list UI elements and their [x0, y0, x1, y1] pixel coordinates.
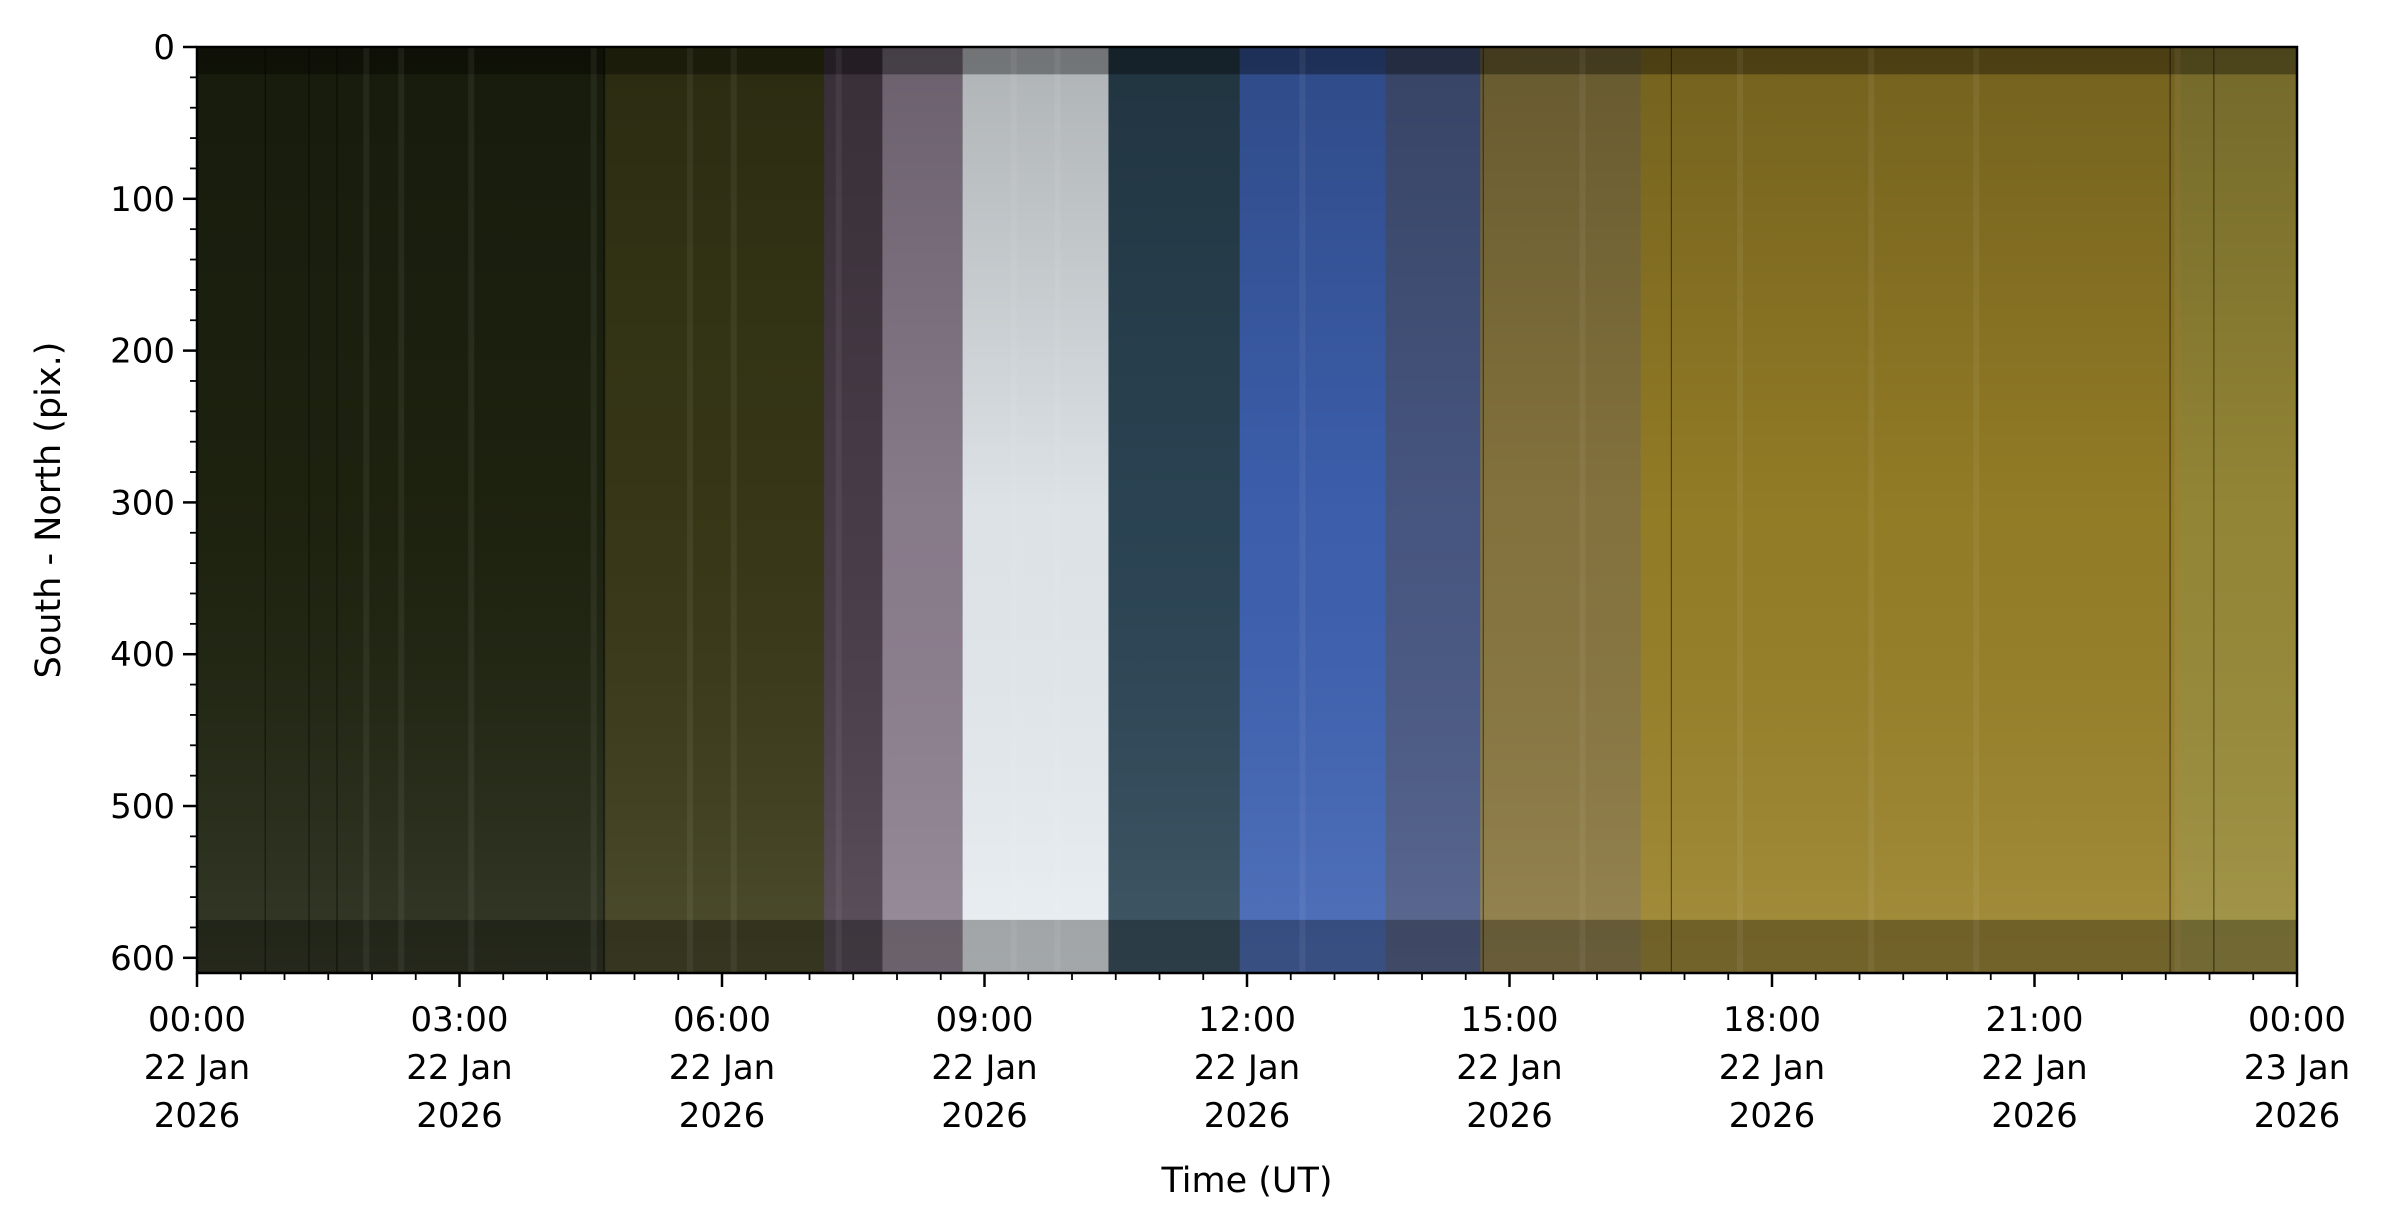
x-tick-label-6-date: 22 Jan: [1719, 1048, 1825, 1088]
y-tick-label-6: 600: [110, 939, 175, 979]
x-tick-label-4-date: 22 Jan: [1194, 1048, 1300, 1088]
y-axis: 0 100 200 300 400 500 600: [110, 28, 197, 979]
x-tick-label-5-date: 22 Jan: [1456, 1048, 1562, 1088]
x-tick-label-0-time: 00:00: [148, 1000, 246, 1040]
keogram-streak-13: [1973, 47, 1980, 973]
keogram-streak-10: [1579, 47, 1586, 973]
x-tick-label-6-year: 2026: [1729, 1096, 1816, 1136]
x-tick-label-4-year: 2026: [1204, 1096, 1291, 1136]
x-tick-label-4-time: 12:00: [1198, 1000, 1296, 1040]
keogram-streak-7: [1010, 47, 1017, 973]
y-tick-label-0: 0: [153, 28, 175, 68]
x-tick-label-2-time: 06:00: [673, 1000, 771, 1040]
x-axis-label: Time (UT): [1160, 1161, 1332, 1201]
keogram-streak-3: [590, 47, 597, 973]
x-tick-label-2-year: 2026: [679, 1096, 766, 1136]
y-tick-label-3: 300: [110, 483, 175, 523]
x-tick-label-1-date: 22 Jan: [406, 1048, 512, 1088]
keogram-top-band: [197, 47, 2297, 75]
x-tick-label-8-year: 2026: [2254, 1096, 2341, 1136]
keogram-bottom-band: [197, 919, 2297, 973]
x-tick-label-0-year: 2026: [154, 1096, 241, 1136]
x-tick-label-1-year: 2026: [416, 1096, 503, 1136]
x-tick-label-7-date: 22 Jan: [1981, 1048, 2087, 1088]
keogram-streak-12: [1868, 47, 1875, 973]
keogram-streak-9: [1299, 47, 1306, 973]
keogram-streak-1: [398, 47, 405, 973]
x-tick-label-8-time: 00:00: [2248, 1000, 2346, 1040]
x-tick-label-3-time: 09:00: [936, 1000, 1034, 1040]
x-tick-label-7-time: 21:00: [1986, 1000, 2084, 1040]
keogram-streak-14: [2174, 47, 2181, 973]
x-tick-label-0-date: 22 Jan: [144, 1048, 250, 1088]
x-tick-label-6-time: 18:00: [1723, 1000, 1821, 1040]
keogram-image: [197, 47, 2297, 973]
y-tick-label-2: 200: [110, 332, 175, 372]
x-tick-label-5-year: 2026: [1466, 1096, 1553, 1136]
x-axis: 00:00 22 Jan 2026 03:00 22 Jan 2026 06:00 22 Ja…: [144, 973, 2350, 1136]
x-tick-label-3-year: 2026: [941, 1096, 1028, 1136]
x-tick-label-5-time: 15:00: [1461, 1000, 1559, 1040]
y-axis-label: South - North (pix.): [29, 342, 69, 679]
keogram-streak-6: [835, 47, 842, 973]
keogram-streak-11: [1737, 47, 1743, 973]
y-tick-label-1: 100: [110, 180, 175, 220]
keogram-streak-5: [730, 47, 737, 973]
keogram-streak-4: [687, 47, 693, 973]
keogram-streak-2: [468, 47, 475, 973]
keogram-shading: [197, 47, 2297, 973]
y-tick-label-5: 500: [110, 787, 175, 827]
x-tick-label-3-date: 22 Jan: [931, 1048, 1037, 1088]
x-tick-label-7-year: 2026: [1991, 1096, 2078, 1136]
x-tick-label-8-date: 23 Jan: [2244, 1048, 2350, 1088]
x-tick-label-1-time: 03:00: [411, 1000, 509, 1040]
keogram-streak-8: [1054, 47, 1061, 973]
keogram-streak-0: [363, 47, 370, 973]
x-tick-label-2-date: 22 Jan: [669, 1048, 775, 1088]
y-tick-label-4: 400: [110, 635, 175, 675]
